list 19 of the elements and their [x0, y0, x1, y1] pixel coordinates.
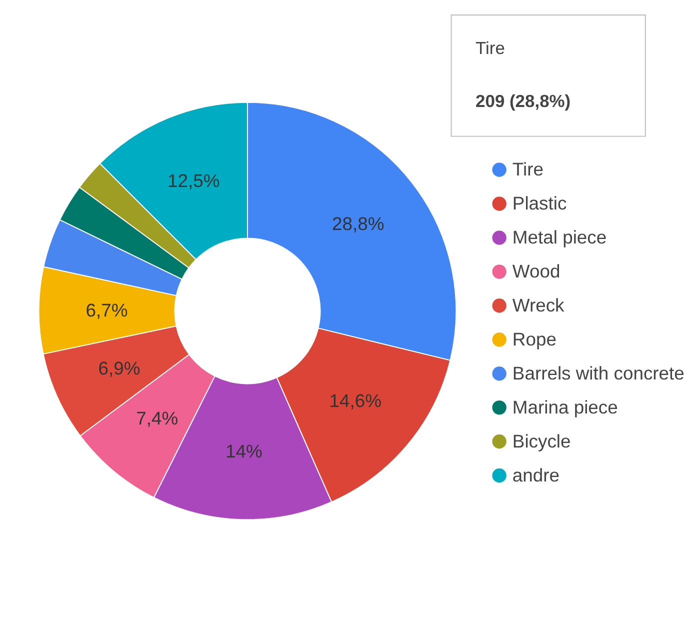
legend-label: Wood [512, 260, 560, 282]
data-label: 6,9% [98, 358, 140, 379]
data-label: 7,4% [136, 408, 178, 429]
legend-label: Bicycle [512, 430, 571, 452]
text: Tire [476, 38, 505, 58]
data-label: 14,6% [329, 390, 382, 412]
legend-label: Wreck [512, 294, 566, 316]
legend-label: Metal piece [512, 226, 607, 248]
data-label: 12,5% [168, 170, 220, 191]
data-label: 6,7% [86, 299, 128, 320]
legend-label: andre [512, 464, 560, 486]
legend-label: Plastic [512, 192, 567, 214]
legend-label: Barrels with concrete [512, 362, 684, 384]
legend-label: Marina piece [512, 396, 618, 418]
data-label: 28,8% [332, 212, 384, 234]
legend-label: Rope [512, 328, 556, 350]
text: 209 (28,8%) [476, 91, 571, 112]
legend-label: Tire [512, 158, 544, 180]
data-label: 14% [225, 440, 262, 462]
